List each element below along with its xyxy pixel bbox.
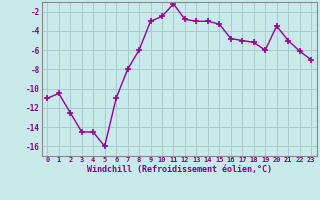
X-axis label: Windchill (Refroidissement éolien,°C): Windchill (Refroidissement éolien,°C) xyxy=(87,165,272,174)
